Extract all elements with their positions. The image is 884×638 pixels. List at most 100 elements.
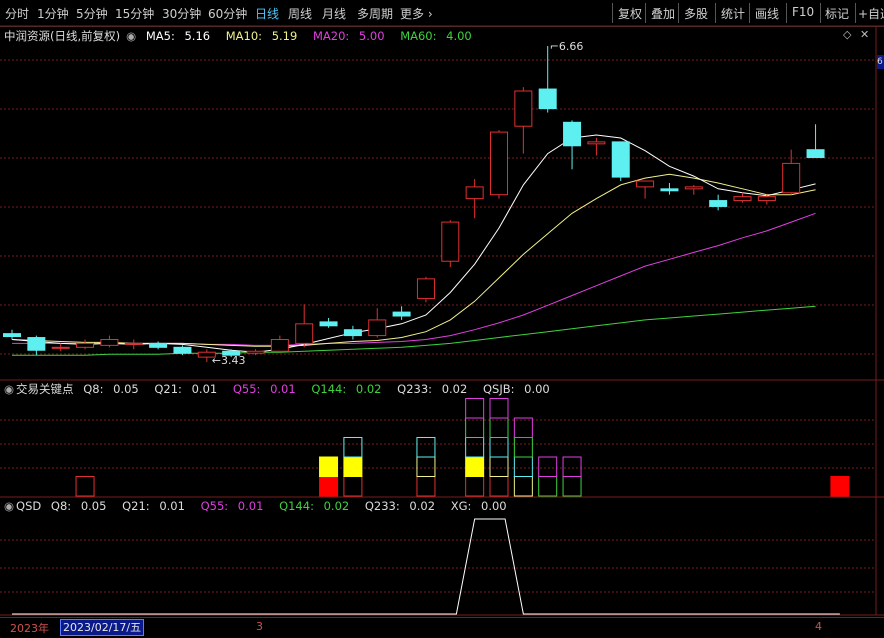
indicator2-q233-value: 0.02 — [409, 499, 436, 513]
candle-body — [368, 319, 387, 337]
indicator1-q21: Q21: 0.01 — [154, 382, 223, 396]
date-axis: 2023年 2023/02/17/五 3 4 — [0, 617, 884, 638]
toolbar-divider — [820, 3, 821, 23]
signal-cell-cyan-outline — [416, 437, 436, 458]
signal-cell-cyan-outline — [465, 437, 485, 458]
period-tab-1min[interactable]: 1分钟 — [37, 7, 69, 21]
ma60-value: MA60: 4.00 — [400, 29, 478, 43]
signal-cell-cyan-outline — [343, 437, 363, 458]
ma10-value: MA10: 5.19 — [226, 29, 304, 43]
indicator1-q55-label: Q55: — [232, 382, 261, 396]
candle-body — [441, 221, 460, 262]
indicator1-q8-label: Q8: — [83, 382, 104, 396]
indicator2-xg: XG: 0.00 — [451, 499, 513, 513]
toolbar-divider — [678, 3, 679, 23]
period-tab-multi[interactable]: 多周期 — [357, 7, 394, 21]
candle-body — [514, 90, 533, 127]
indicator2-q55: Q55: 0.01 — [201, 499, 270, 513]
period-tab-more[interactable]: 更多 › — [400, 5, 433, 22]
period-tab-30min[interactable]: 30分钟 — [162, 7, 202, 21]
indicator1-name: 交易关键点 — [16, 382, 74, 396]
indicator2-q144-value: 0.02 — [323, 499, 350, 513]
signal-cell-green-outline — [538, 476, 558, 497]
kline-chart-canvas[interactable] — [0, 0, 884, 617]
high-price-label: ⌐6.66 — [550, 40, 584, 53]
diamond-icon[interactable]: ◇ — [843, 28, 852, 41]
ma20-label: MA20: — [312, 29, 350, 43]
candle-body — [782, 162, 801, 194]
signal-cell-green-outline — [489, 417, 509, 438]
signal-cell-yellow-fill — [465, 456, 485, 477]
indicator2-q233: Q233: 0.02 — [365, 499, 441, 513]
indicator1-qsjb: QSJB: 0.00 — [483, 382, 556, 396]
low-price-label: ←3.43 — [212, 354, 246, 367]
period-tab-monthly[interactable]: 月线 — [322, 7, 347, 21]
indicator2-q8-value: 0.05 — [80, 499, 107, 513]
signal-cell-yellow-outline — [489, 456, 509, 477]
candle-body — [76, 342, 95, 348]
candle-body — [806, 149, 825, 159]
indicator1-qsjb-value: 0.00 — [524, 382, 550, 396]
candle-body — [3, 333, 21, 338]
month-label-3: 3 — [256, 620, 263, 633]
line-ma10 — [11, 173, 816, 347]
signal-cell-red-fill — [319, 476, 339, 497]
signal-cell-magenta-outline — [513, 417, 533, 438]
indicator2-settings-icon[interactable]: ◉ — [4, 499, 15, 513]
period-tab-timeshare[interactable]: 分时 — [5, 7, 30, 21]
period-tab-5min[interactable]: 5分钟 — [76, 7, 108, 21]
indicator2-q55-label: Q55: — [200, 499, 229, 513]
indicator2-name: QSD — [16, 499, 42, 513]
line-ma20 — [12, 212, 816, 346]
f10-button[interactable]: F10 — [792, 5, 815, 19]
ma-settings-icon[interactable]: ◉ — [126, 29, 137, 43]
multi-stock-button[interactable]: 多股 — [684, 7, 709, 21]
signal-cell-green-outline — [513, 437, 533, 458]
ma10-number: 5.19 — [271, 29, 298, 43]
candle-body — [270, 338, 289, 352]
low-price-value: 3.43 — [221, 354, 246, 367]
toolbar-divider — [715, 3, 716, 23]
candle-body — [733, 196, 752, 202]
signal-cell-yellow-outline — [513, 476, 533, 497]
candle-body — [27, 337, 46, 351]
candle-body — [173, 346, 192, 354]
signal-cell-magenta-outline — [538, 456, 558, 477]
toolbar-divider — [645, 3, 646, 23]
candle-body — [465, 186, 484, 200]
high-price-pointer-icon: ⌐ — [549, 40, 559, 53]
candle-body — [295, 323, 314, 344]
line-ma60 — [12, 305, 816, 356]
statistics-button[interactable]: 统计 — [721, 7, 746, 21]
add-watchlist-button[interactable]: +自选 — [858, 7, 884, 21]
signal-cell-red-fill — [830, 476, 850, 497]
overlay-button[interactable]: 叠加 — [651, 7, 676, 21]
candle-body — [563, 121, 582, 147]
candle-body — [392, 311, 411, 317]
indicator1-settings-icon[interactable]: ◉ — [4, 382, 15, 396]
period-tab-daily[interactable]: 日线 — [255, 7, 280, 21]
period-tab-60min[interactable]: 60分钟 — [208, 7, 248, 21]
candle-body — [587, 141, 606, 145]
adjust-button[interactable]: 复权 — [618, 7, 643, 21]
draw-line-button[interactable]: 画线 — [755, 7, 780, 21]
signal-cell-magenta-outline — [562, 456, 582, 477]
year-label: 2023年 — [10, 622, 49, 635]
signal-cell-yellow-fill — [343, 456, 363, 477]
candle-body — [246, 350, 265, 354]
ma60-label: MA60: — [400, 29, 437, 43]
period-tab-15min[interactable]: 15分钟 — [115, 7, 155, 21]
ma10-label: MA10: — [225, 29, 263, 43]
mark-button[interactable]: 标记 — [825, 7, 850, 21]
signal-cell-yellow-fill — [319, 456, 339, 477]
signal-cell-green-outline — [562, 476, 582, 497]
signal-cell-red-outline — [465, 476, 485, 497]
close-icon[interactable]: ✕ — [860, 28, 870, 41]
candle-body — [709, 200, 728, 207]
chevron-right-icon: › — [427, 7, 433, 21]
candle-body — [222, 350, 241, 356]
signal-cell-red-outline — [489, 476, 509, 497]
signal-cell-red-outline — [343, 476, 363, 497]
period-tab-weekly[interactable]: 周线 — [288, 7, 313, 21]
candle-body — [684, 186, 703, 190]
